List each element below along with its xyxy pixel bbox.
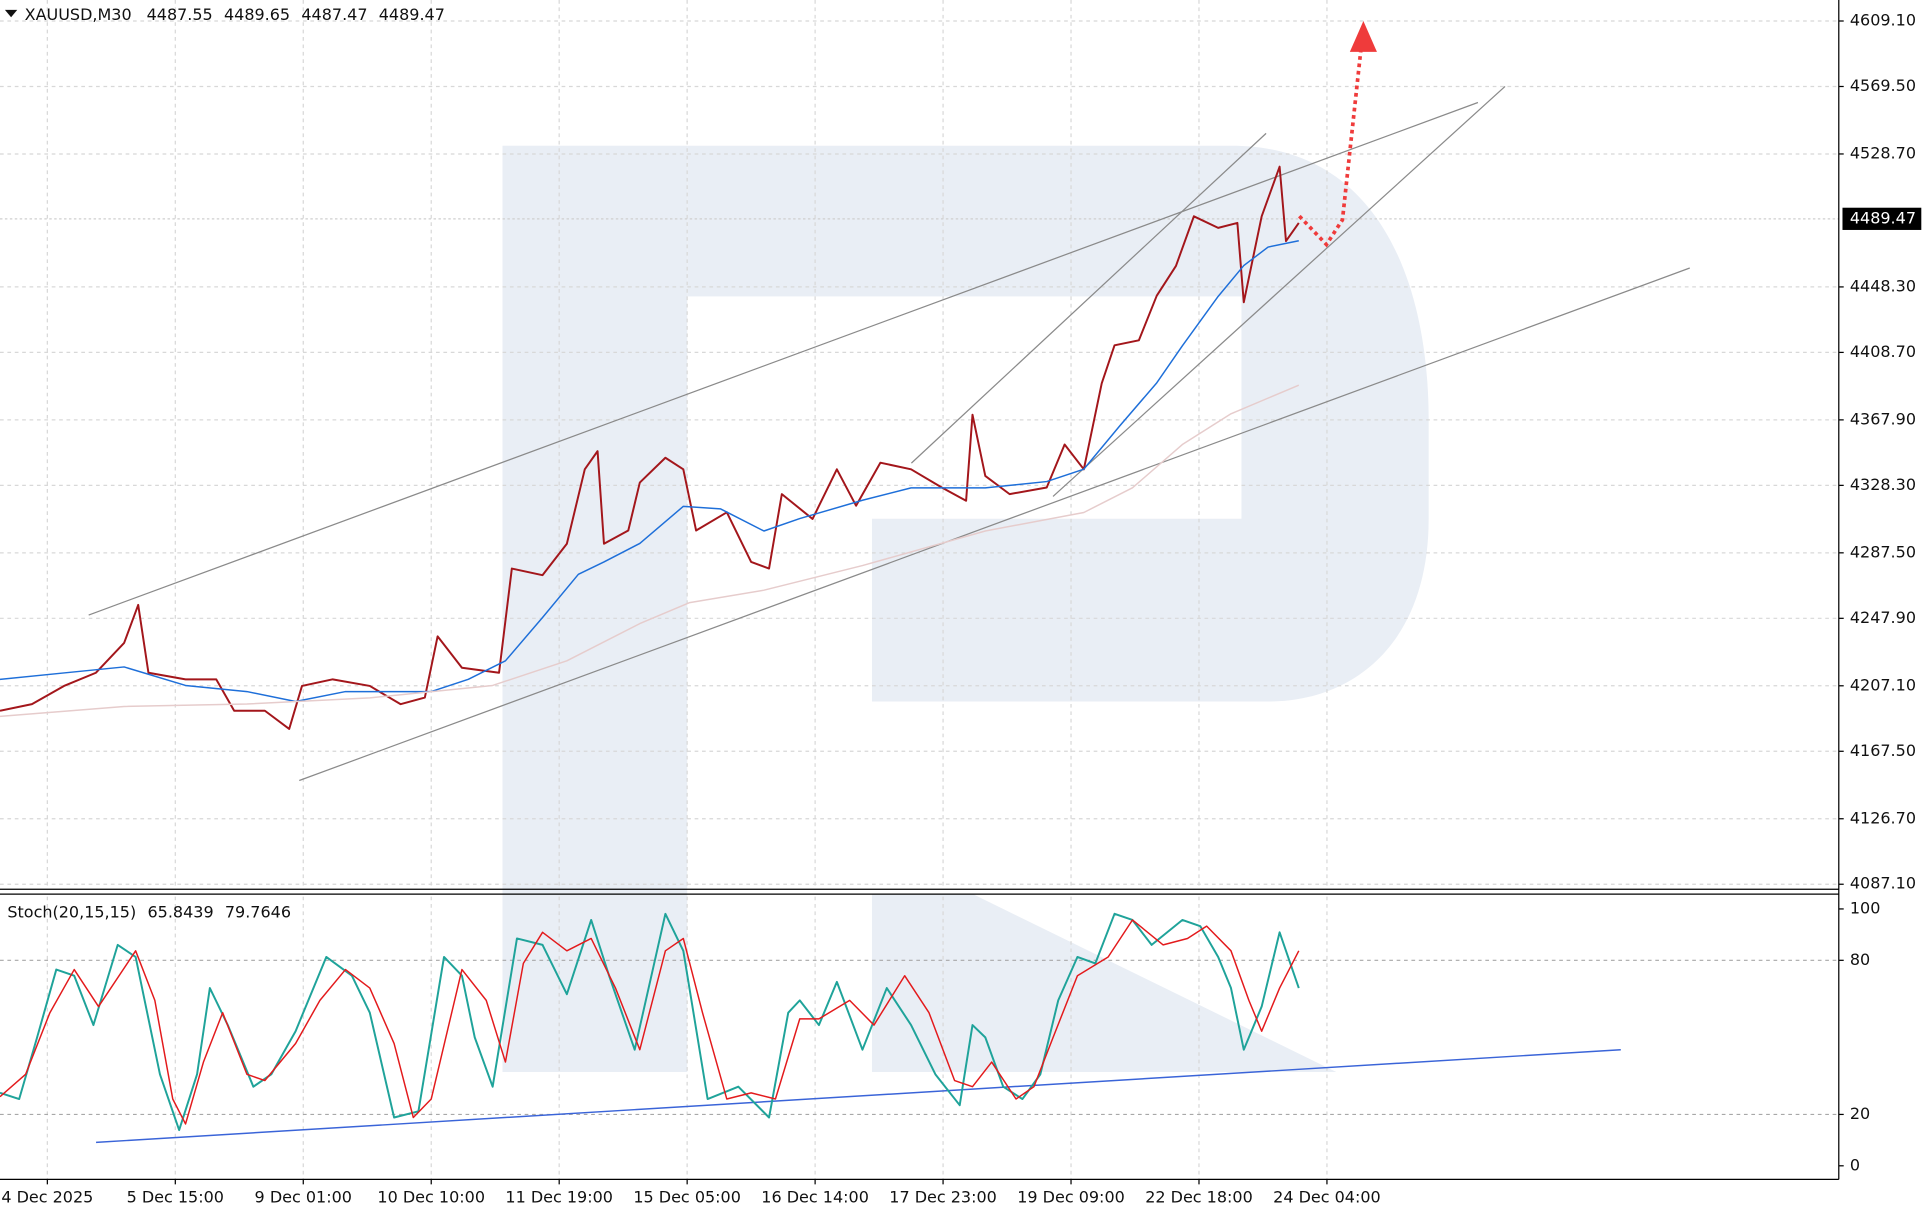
y-tick-label: 4207.10 xyxy=(1850,675,1916,694)
y-tick-label: 4609.10 xyxy=(1850,10,1916,29)
indicator-title: Stoch(20,15,15) xyxy=(7,902,136,921)
symbol: XAUUSD,M30 xyxy=(25,4,132,23)
y-tick-label: 4287.50 xyxy=(1850,542,1916,561)
ohlc-low: 4487.47 xyxy=(301,4,367,23)
ohlc-open: 4487.55 xyxy=(147,4,213,23)
y-tick-label: 100 xyxy=(1850,898,1881,917)
indicator-main: 65.8439 xyxy=(147,902,213,921)
indicator-signal: 79.7646 xyxy=(225,902,291,921)
steep-upper xyxy=(910,132,1267,464)
forecast-path xyxy=(1298,49,1363,248)
forecast-arrow xyxy=(1298,20,1377,248)
frame xyxy=(0,0,1840,1181)
forecast-head xyxy=(1349,20,1377,52)
x-tick-label: 24 Dec 04:00 xyxy=(1273,1187,1381,1206)
y-tick-label: 20 xyxy=(1850,1104,1870,1123)
indicator-header: Stoch(20,15,15) 65.8439 79.7646 xyxy=(7,902,291,921)
series-layer xyxy=(0,165,1300,1132)
series-line xyxy=(0,165,1300,730)
series-line xyxy=(0,384,1300,718)
y-tick-label: 4328.30 xyxy=(1850,475,1916,494)
x-tick-label: 10 Dec 10:00 xyxy=(377,1187,485,1206)
last-price-label: 4489.47 xyxy=(1850,208,1916,227)
price-header: XAUUSD,M30 4487.55 4489.65 4487.47 4489.… xyxy=(25,4,445,23)
y-tick-label: 4167.50 xyxy=(1850,741,1916,760)
y-tick-label: 4448.30 xyxy=(1850,276,1916,295)
stoch-trendline xyxy=(96,1049,1621,1144)
x-tick-label: 19 Dec 09:00 xyxy=(1017,1187,1125,1206)
x-tick-label: 15 Dec 05:00 xyxy=(633,1187,741,1206)
x-tick-label: 16 Dec 14:00 xyxy=(761,1187,869,1206)
y-tick-label: 4126.70 xyxy=(1850,808,1916,827)
y-tick-label: 80 xyxy=(1850,950,1870,969)
channel-lower xyxy=(299,267,1690,782)
x-tick-label: 17 Dec 23:00 xyxy=(889,1187,997,1206)
y-tick-label: 4528.70 xyxy=(1850,143,1916,162)
series-line xyxy=(0,912,1300,1132)
symbol-menu-arrow xyxy=(4,9,18,18)
steep-lower xyxy=(1052,85,1506,497)
y-tick-label: 4569.50 xyxy=(1850,76,1916,95)
y-tick-label: 4087.10 xyxy=(1850,874,1916,893)
x-tick-label: 22 Dec 18:00 xyxy=(1145,1187,1253,1206)
y-tick-label: 4367.90 xyxy=(1850,409,1916,428)
y-tick-label: 0 xyxy=(1850,1155,1860,1174)
y-tick-label: 4247.90 xyxy=(1850,608,1916,627)
ohlc-close: 4489.47 xyxy=(379,4,445,23)
watermark-stem xyxy=(502,145,688,1072)
y-tick-label: 4408.70 xyxy=(1850,342,1916,361)
trendlines xyxy=(88,85,1690,1144)
ohlc-high: 4489.65 xyxy=(224,4,290,23)
x-tick-label: 11 Dec 19:00 xyxy=(505,1187,613,1206)
last-price-box xyxy=(1842,207,1922,230)
x-tick-label: 9 Dec 01:00 xyxy=(255,1187,352,1206)
channel-upper xyxy=(88,101,1479,616)
series-line xyxy=(0,919,1300,1125)
x-tick-label: 4 Dec 2025 xyxy=(1,1187,93,1206)
watermark-leg xyxy=(871,894,1337,1072)
x-tick-label: 5 Dec 15:00 xyxy=(127,1187,224,1206)
